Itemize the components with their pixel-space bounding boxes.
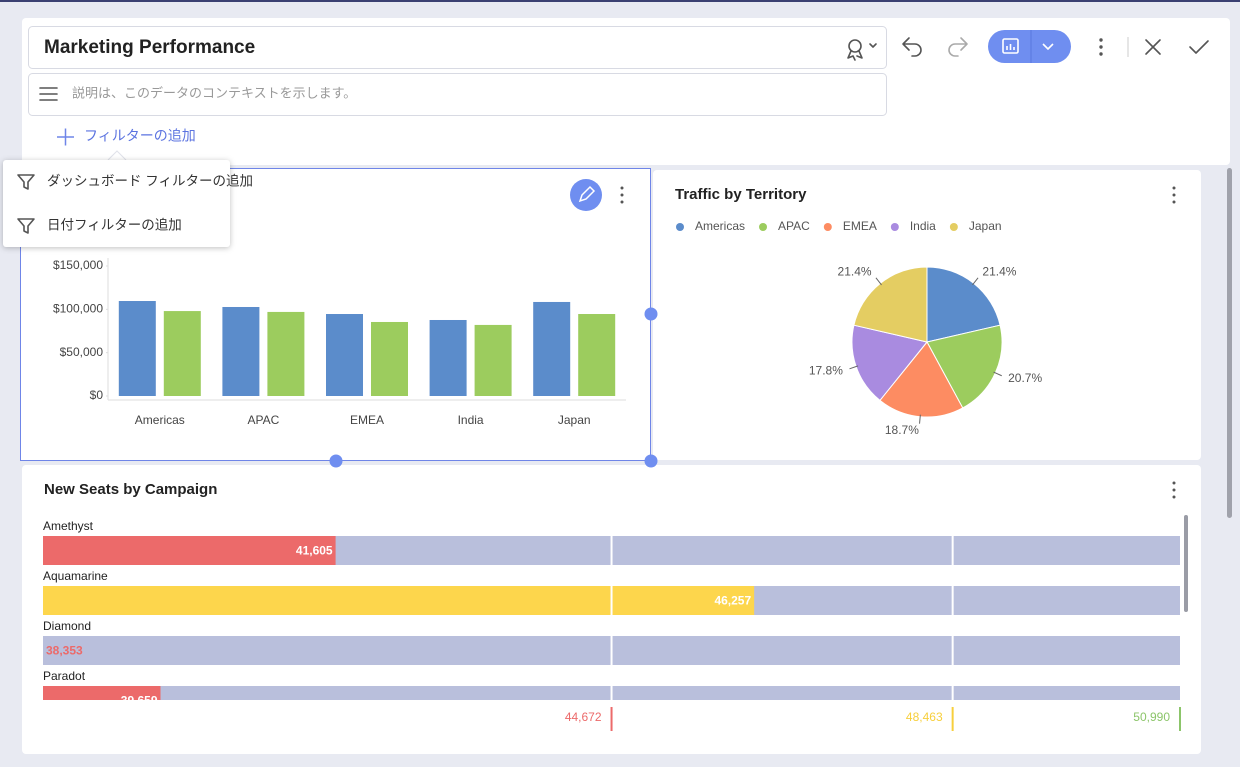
row-label: Aquamarine [43,569,108,583]
bar [163,311,201,396]
resize-handle[interactable] [644,307,658,321]
x-tick-label: Japan [558,413,591,427]
data-label: 20.7% [1008,371,1042,385]
dashboard-title: Marketing Performance [44,37,255,58]
page-scrollbar[interactable] [1227,168,1232,518]
bullet-rows: Amethyst 41,605 Aquamarine 46,257 Diamond 38,… [43,519,1180,708]
leader-line [993,371,1002,377]
title-input[interactable] [28,26,887,69]
leader-line [919,414,921,424]
y-tick-label: $50,000 [60,345,104,359]
resize-handle[interactable] [329,454,343,468]
bullet-scrollbar[interactable] [1184,515,1188,612]
bar [578,314,616,396]
threshold-label: 48,463 [906,710,943,724]
save-button[interactable] [988,30,1071,63]
legend-label: EMEA [843,219,877,233]
undo-button[interactable] [902,37,922,57]
data-label: 41,605 [296,544,333,558]
data-label: 18.7% [885,423,919,437]
x-tick-label: Americas [135,413,185,427]
bar [533,301,571,396]
bullet-chart-more[interactable] [1172,481,1176,499]
more-button[interactable] [1099,38,1103,56]
data-label: 21.4% [982,265,1016,279]
row-label: Amethyst [43,519,94,533]
row-label: Diamond [43,619,91,633]
legend-swatch [890,223,899,231]
legend-label: Japan [969,219,1002,233]
bullet-bar [43,586,755,615]
description-icon [39,87,58,101]
bar [474,324,512,396]
legend-swatch [759,223,768,231]
menu-item[interactable]: ダッシュボード フィルターの追加 [47,174,253,189]
edit-icon [578,185,596,203]
description-placeholder: 説明は、このデータのコンテキストを示します。 [72,85,356,100]
row-label: Paradot [43,669,86,683]
redo-button[interactable] [948,37,968,57]
plus-icon [57,128,74,146]
data-label: 39,659 [121,694,158,708]
y-tick-label: $100,000 [53,302,103,316]
save-icon [1002,38,1019,54]
edit-button[interactable] [570,179,602,211]
save-icon-bars [1006,44,1015,50]
leader-line [875,277,882,286]
legend-swatch [823,223,832,231]
threshold-label: 50,990 [1133,710,1170,724]
bullet-bar [43,536,336,565]
close-button[interactable] [1145,39,1161,55]
data-label: 17.8% [809,363,843,377]
threshold-label: 44,672 [565,710,602,724]
pie-chart-more[interactable] [1172,186,1176,204]
bar-chart-more[interactable] [620,186,624,204]
top-border [0,0,1240,2]
leader-line [849,365,859,370]
save-menu-chevron[interactable] [1042,43,1054,51]
chart-title: Traffic by Territory [675,186,807,203]
y-tick-label: $0 [90,388,104,402]
theme-button[interactable] [847,39,877,61]
menu-item[interactable]: 日付フィルターの追加 [47,218,182,233]
bullet-bar [43,686,161,700]
description-input[interactable] [28,73,887,116]
x-tick-label: India [458,413,484,427]
legend-swatch [949,223,958,231]
data-label: 38,353 [46,644,83,658]
legend-swatch [676,223,684,231]
data-label: 46,257 [714,594,751,608]
bar [118,301,156,396]
y-tick-label: $150,000 [53,258,103,272]
x-tick-label: APAC [248,413,280,427]
data-label: 21.4% [838,265,872,279]
leader-line [972,277,979,286]
bar [371,321,408,396]
legend-label: India [910,219,936,233]
bar [267,311,305,396]
confirm-button[interactable] [1189,40,1209,54]
legend-label: Americas [695,219,745,233]
chart-title: New Seats by Campaign [44,481,217,498]
bar [222,306,260,396]
filter-menu: ダッシュボード フィルターの追加 日付フィルターの追加 [3,150,253,247]
add-filter-button[interactable]: フィルターの追加 [84,128,196,144]
bar [326,314,363,396]
bar [429,319,467,396]
legend-label: APAC [778,219,810,233]
resize-handle[interactable] [644,454,658,468]
x-tick-label: EMEA [350,413,384,427]
